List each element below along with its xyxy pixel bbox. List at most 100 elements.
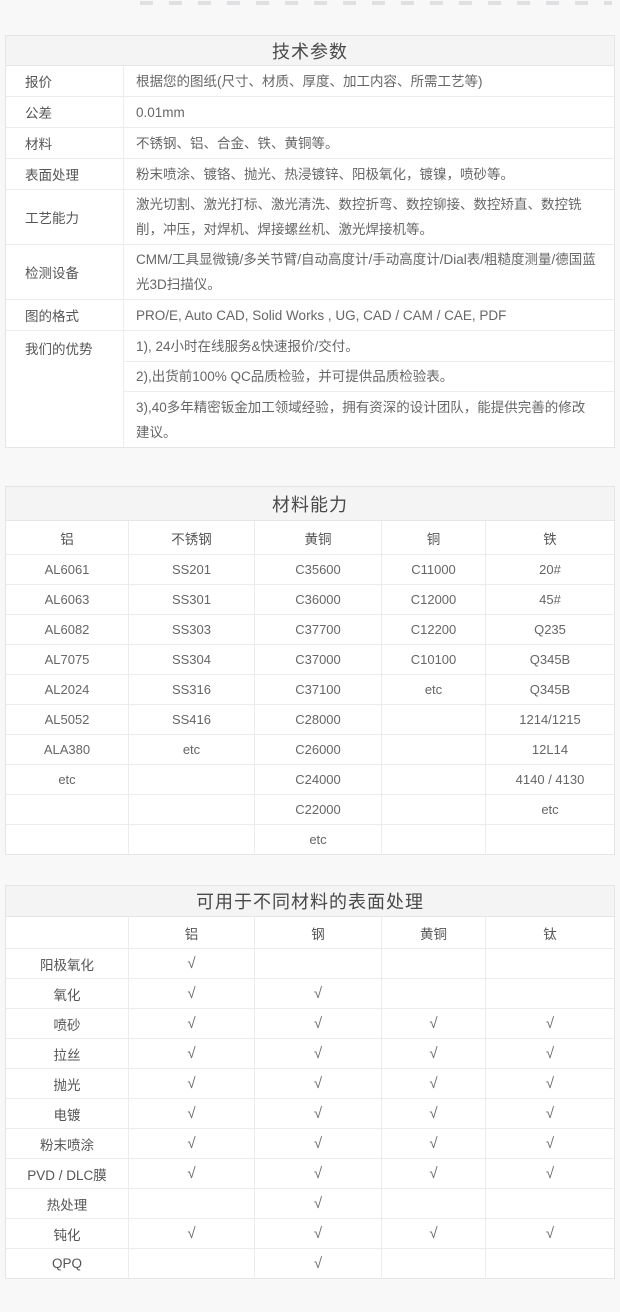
check-icon: √	[545, 1015, 555, 1032]
surface-row: 阳极氧化 √	[6, 948, 614, 978]
surface-check-cell: √	[254, 1069, 381, 1098]
surface-check-cell: √	[381, 1099, 485, 1128]
surface-treatment-label: 阳极氧化	[40, 957, 94, 973]
material-cell: C22000	[254, 795, 381, 824]
material-cell: C28000	[254, 705, 381, 734]
surface-check-cell	[381, 1189, 485, 1218]
spec-label: 我们的优势	[6, 331, 124, 447]
check-icon: √	[429, 1105, 438, 1122]
check-icon: √	[429, 1135, 438, 1152]
surface-check-cell	[381, 1249, 485, 1278]
surface-check-cell: √	[128, 1069, 254, 1098]
surface-check-cell	[485, 1189, 614, 1218]
surface-treatment-label: 电镀	[53, 1107, 81, 1123]
surface-check-cell: √	[485, 1009, 614, 1038]
spec-row-advantages: 我们的优势 1), 24小时在线服务&快速报价/交付。 2),出货前100% QC品…	[6, 330, 614, 447]
advantage-item: 1), 24小时在线服务&快速报价/交付。	[136, 338, 359, 354]
surface-check-cell: √	[128, 1099, 254, 1128]
surface-row: 氧化 √ √	[6, 978, 614, 1008]
surface-check-cell: √	[128, 1219, 254, 1248]
spec-value: 0.01mm	[136, 104, 185, 120]
surface-check-cell: √	[254, 1249, 381, 1278]
surface-check-cell: √	[128, 979, 254, 1008]
material-cell: Q345B	[485, 675, 614, 704]
material-cell: C26000	[254, 735, 381, 764]
surface-check-cell: √	[381, 1069, 485, 1098]
check-icon: √	[187, 1015, 196, 1032]
surface-check-cell: √	[254, 979, 381, 1008]
spec-row: 报价 根据您的图纸(尺寸、材质、厚度、加工内容、所需工艺等)	[6, 66, 614, 96]
material-cell: Q235	[485, 615, 614, 644]
check-icon: √	[187, 1135, 196, 1152]
material-cell: C37000	[254, 645, 381, 674]
surface-row: 拉丝 √ √ √ √	[6, 1038, 614, 1068]
check-icon: √	[429, 1045, 438, 1062]
material-cell: AL2024	[44, 682, 90, 697]
spec-row: 图的格式 PRO/E, Auto CAD, Solid Works , UG, C…	[6, 299, 614, 330]
material-cell: C36000	[254, 585, 381, 614]
surface-check-cell	[485, 1249, 614, 1278]
material-cell: SS303	[128, 615, 254, 644]
surface-header-row: 铝钢黄铜钛	[6, 917, 614, 948]
material-cell: etc	[128, 735, 254, 764]
surface-check-cell: √	[128, 1009, 254, 1038]
material-row: AL7075 SS304 C37000 C10100 Q345B	[6, 644, 614, 674]
spec-value: PRO/E, Auto CAD, Solid Works , UG, CAD /…	[136, 307, 507, 323]
surface-treatments-table: 可用于不同材料的表面处理 铝钢黄铜钛 阳极氧化 √ 氧化 √ √ 喷砂 √ √ √ √ 拉丝 √ √ √ √…	[5, 885, 615, 1279]
check-icon: √	[545, 1045, 555, 1062]
surface-check-cell: √	[254, 1159, 381, 1188]
material-row: etc	[6, 824, 614, 854]
material-cell: 20#	[485, 555, 614, 584]
material-cell: SS301	[128, 585, 254, 614]
surface-check-cell: √	[128, 1039, 254, 1068]
surface-check-cell: √	[485, 1099, 614, 1128]
material-cell	[128, 795, 254, 824]
material-cell: AL6061	[44, 562, 90, 577]
spec-label: 工艺能力	[6, 190, 124, 244]
material-cell: 12L14	[485, 735, 614, 764]
surface-treatment-label: PVD / DLC膜	[27, 1167, 107, 1183]
check-icon: √	[187, 955, 196, 972]
check-icon: √	[187, 1225, 196, 1242]
spec-value: 根据您的图纸(尺寸、材质、厚度、加工内容、所需工艺等)	[136, 73, 483, 89]
materials-rows: AL6061 SS201 C35600 C11000 20# AL6063 SS301 C36…	[6, 554, 614, 854]
check-icon: √	[313, 1195, 323, 1212]
check-icon: √	[313, 1015, 323, 1032]
check-icon: √	[429, 1015, 438, 1032]
check-icon: √	[545, 1165, 555, 1182]
material-cell: 1214/1215	[485, 705, 614, 734]
surface-check-cell: √	[485, 1219, 614, 1248]
material-cell	[6, 825, 128, 854]
material-cell: 4140 / 4130	[485, 765, 614, 794]
material-cell	[381, 735, 485, 764]
surface-check-cell: √	[485, 1129, 614, 1158]
material-row: AL6063 SS301 C36000 C12000 45#	[6, 584, 614, 614]
surface-check-cell: √	[381, 1039, 485, 1068]
material-cell: etc	[485, 795, 614, 824]
material-cell	[6, 795, 128, 824]
check-icon: √	[313, 1165, 323, 1182]
surface-check-cell: √	[485, 1039, 614, 1068]
surface-col-header: 钛	[485, 917, 614, 948]
surface-rows: 阳极氧化 √ 氧化 √ √ 喷砂 √ √ √ √ 拉丝 √ √ √ √ 抛光 √ √ √ √ 电镀 √ √ √ √ 粉末喷涂 √ √ √…	[6, 948, 614, 1278]
spec-row: 材料 不锈钢、铝、合金、铁、黄铜等。	[6, 127, 614, 158]
surface-check-cell: √	[381, 1129, 485, 1158]
spec-row: 检测设备 CMM/工具显微镜/多关节臂/自动高度计/手动高度计/Dial表/粗糙度…	[6, 244, 614, 299]
check-icon: √	[187, 1045, 196, 1062]
surface-check-cell: √	[485, 1159, 614, 1188]
check-icon: √	[187, 1075, 196, 1092]
material-cell	[381, 705, 485, 734]
check-icon: √	[187, 985, 196, 1002]
spec-value: 不锈钢、铝、合金、铁、黄铜等。	[136, 135, 339, 151]
check-icon: √	[313, 1135, 323, 1152]
surface-col-header: 钢	[254, 917, 381, 948]
spec-row: 工艺能力 激光切割、激光打标、激光清洗、数控折弯、数控铆接、数控矫直、数控铣削，冲…	[6, 189, 614, 244]
material-cell: C11000	[381, 555, 485, 584]
spec-label: 检测设备	[6, 245, 124, 299]
material-cell: C37100	[254, 675, 381, 704]
material-row: AL6061 SS201 C35600 C11000 20#	[6, 554, 614, 584]
material-cell: ALA380	[43, 742, 91, 757]
surface-row: 喷砂 √ √ √ √	[6, 1008, 614, 1038]
spec-row: 公差 0.01mm	[6, 96, 614, 127]
material-row: AL6082 SS303 C37700 C12200 Q235	[6, 614, 614, 644]
